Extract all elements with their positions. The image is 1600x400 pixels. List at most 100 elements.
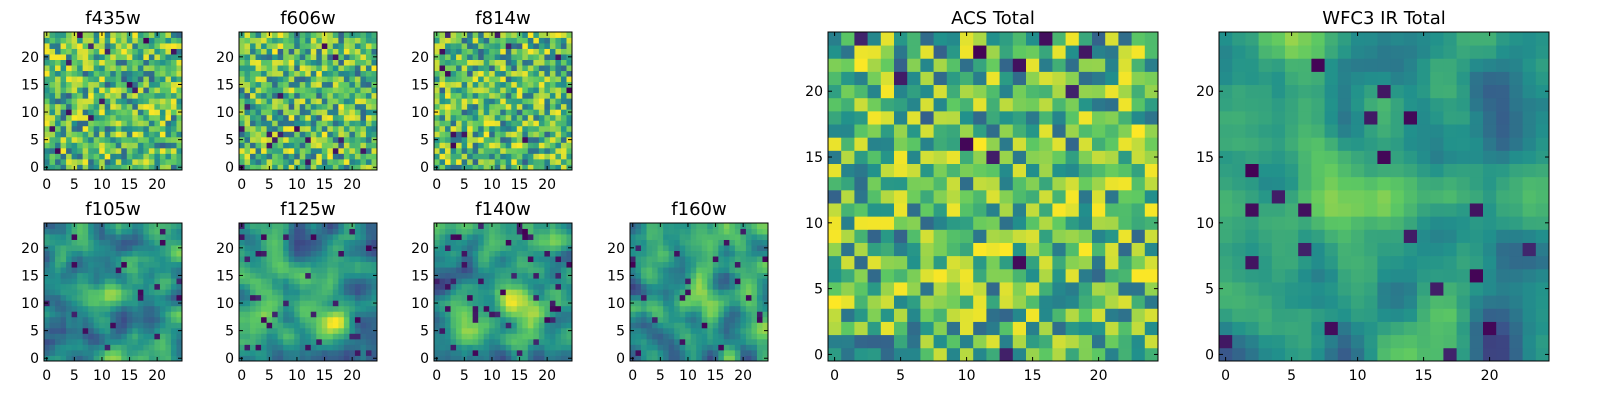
heatmap-cell [646,223,653,229]
heatmap-cell [305,338,312,345]
heatmap-cell [973,334,987,349]
heatmap-cell [1092,308,1106,322]
heatmap-cell [986,163,1000,178]
heatmap-cell [641,228,647,235]
heatmap-cell [371,114,378,121]
heatmap-cell [66,87,72,94]
heatmap-cell [305,142,312,149]
heatmap-cell [176,103,183,110]
heatmap-cell [555,65,562,72]
heatmap-cell [343,322,350,329]
heatmap-cell [450,278,457,285]
heatmap-cell [310,81,317,88]
heatmap-cell [635,327,642,334]
heatmap-cell [143,267,150,274]
heatmap-cell [500,114,507,121]
heatmap-cell [154,48,161,55]
heatmap-cell [148,267,155,274]
heatmap-cell [77,239,84,246]
heatmap-cell [49,142,56,149]
heatmap-cell [332,92,339,99]
heatmap-cell [701,245,708,251]
heatmap-cell [657,261,664,268]
heatmap-cell [93,327,100,334]
heatmap-cell [1118,242,1132,257]
heatmap-cell [1092,242,1106,257]
x-tick-label: 20 [148,368,166,384]
heatmap-cell [137,103,144,110]
heatmap-cell [121,54,128,60]
heatmap-cell [255,278,262,285]
heatmap-cell [110,87,117,94]
heatmap-cell [690,338,697,345]
heatmap-cell [489,142,496,149]
heatmap-cell [500,43,507,49]
heatmap-cell [1012,295,1027,309]
heatmap-cell [239,256,245,263]
heatmap-cell [321,158,328,165]
heatmap-cell [305,250,312,257]
heatmap-cell [679,338,686,345]
y-tick-label: 20 [411,241,429,257]
heatmap-cell [505,300,512,307]
heatmap-cell [277,103,284,110]
heatmap-cell [467,59,474,66]
heatmap-cell [461,316,468,323]
heatmap-cell [49,153,56,160]
heatmap-cell [663,239,670,246]
heatmap-cell [77,76,84,83]
heatmap-cell [170,114,177,121]
heatmap-cell [126,131,133,138]
heatmap-cell [456,305,462,312]
heatmap-cell [137,289,144,296]
heatmap-cell [745,300,752,307]
heatmap-cell [310,338,317,345]
heatmap-cell [244,338,251,345]
heatmap-cell [630,239,636,246]
heatmap-cell [277,120,284,127]
heatmap-cell [445,355,451,362]
heatmap-cell [745,239,752,246]
heatmap-cell [343,239,350,246]
heatmap-cell [723,305,730,312]
heatmap-cell [327,76,334,83]
heatmap-cell [445,261,451,268]
heatmap-cell [159,109,166,116]
heatmap-cell [71,70,78,77]
heatmap-cell [434,98,440,105]
heatmap-cell [740,305,747,312]
heatmap-cell [762,256,769,263]
heatmap-cell [132,223,139,229]
heatmap-cell [250,316,256,323]
heatmap-cell [456,70,462,77]
heatmap-cell [960,163,974,178]
heatmap-cell [93,109,100,116]
heatmap-cell [99,48,106,55]
heatmap-cell [762,311,769,318]
heatmap-cell [354,316,361,323]
heatmap-cell [478,109,485,116]
heatmap-cell [701,228,708,235]
heatmap-cell [360,355,367,362]
heatmap-cell [434,311,440,318]
heatmap-cell [516,125,523,132]
heatmap-cell [734,333,741,340]
heatmap-cell [494,81,501,88]
heatmap-cell [894,347,908,362]
heatmap-cell [110,43,117,49]
heatmap-cell [294,131,301,138]
heatmap-cell [560,103,567,110]
heatmap-cell [999,203,1014,217]
heatmap-cell [159,92,166,99]
heatmap-cell [132,81,139,88]
heatmap-cell [310,327,317,334]
heatmap-cell [266,338,273,345]
heatmap-cell [44,147,50,154]
heatmap-cell [115,147,122,154]
heatmap-cell [82,272,89,279]
heatmap-cell [500,267,507,274]
heatmap-cell [165,125,172,132]
heatmap-cell [511,344,518,351]
heatmap-cell [272,98,279,105]
heatmap-cell [44,153,50,160]
